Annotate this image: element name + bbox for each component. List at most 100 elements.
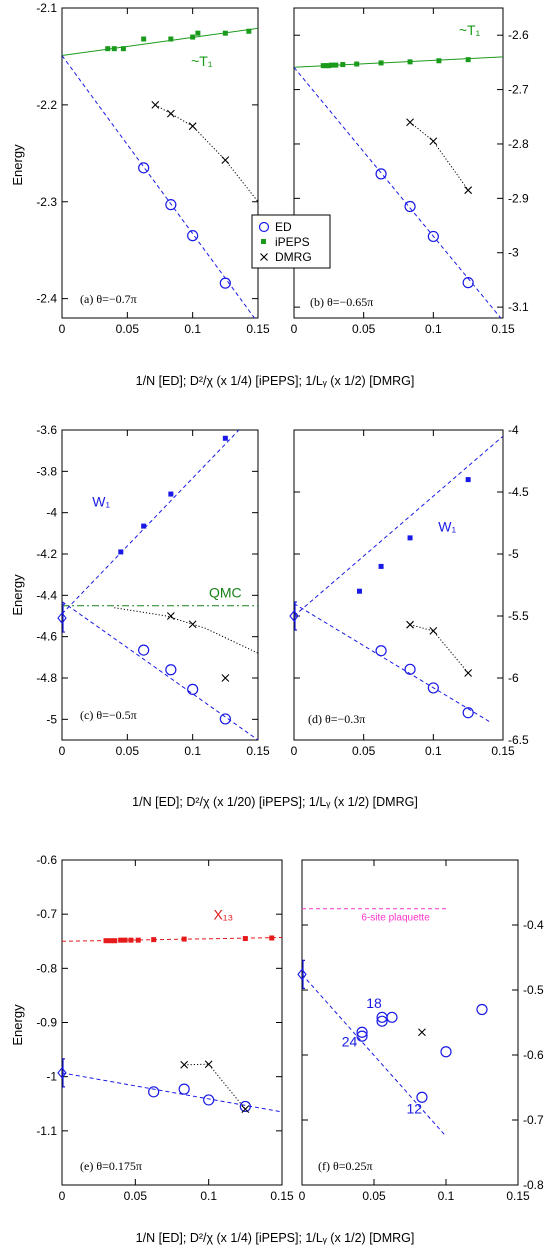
- data-point: [221, 674, 230, 682]
- y-axis-label-row-2: Energy: [10, 574, 25, 616]
- panel-label: (a) θ=−0.7π: [80, 292, 137, 306]
- x-tick-label: 0.05: [352, 744, 376, 758]
- y-tick-label: -5: [46, 712, 57, 726]
- y-tick-label: -0.6: [523, 1048, 544, 1062]
- annotation: QMC: [209, 584, 242, 600]
- data-point: [112, 938, 118, 944]
- data-point: [151, 100, 160, 109]
- annotation: X₁₃: [213, 907, 233, 923]
- data-point: [378, 563, 384, 569]
- data-point: [333, 62, 339, 68]
- x-tick-label: 0.15: [270, 1189, 294, 1203]
- fit-line: [155, 104, 258, 203]
- data-point: [418, 1028, 426, 1037]
- fit-line: [62, 55, 256, 318]
- y-tick-label: -0.6: [36, 853, 57, 867]
- y-tick-label: -1: [46, 1070, 57, 1084]
- data-point: [187, 230, 199, 242]
- x-tick-label: 0.1: [425, 744, 442, 758]
- x-tick-label: 0.1: [184, 744, 201, 758]
- data-point: [118, 937, 124, 943]
- x-tick-label: 0.05: [352, 322, 376, 336]
- data-point: [187, 683, 199, 695]
- data-point: [440, 1046, 452, 1058]
- data-point: [329, 62, 335, 68]
- data-point: [103, 938, 109, 944]
- data-point: [165, 199, 177, 211]
- y-tick-label: -0.5: [523, 983, 544, 997]
- data-point: [340, 62, 346, 68]
- series-ipeps: [103, 935, 275, 944]
- series-dmrg: [418, 1028, 426, 1037]
- data-point: [221, 156, 230, 164]
- x-tick-label: 0.05: [116, 744, 140, 758]
- data-point: [219, 277, 231, 289]
- legend-dmrg-label: DMRG: [275, 250, 312, 264]
- data-point: [57, 1066, 67, 1079]
- fit-lines: [294, 56, 503, 318]
- data-point: [465, 477, 471, 483]
- x-tick-label: 0.1: [438, 1189, 455, 1203]
- x-tick-label: 0.1: [184, 322, 201, 336]
- y-tick-label: -2.9: [508, 191, 529, 205]
- y-tick-label: -4: [508, 423, 519, 437]
- series-dmrg: [166, 612, 230, 682]
- y-tick-label: -4.4: [36, 588, 57, 602]
- data-point: [168, 36, 174, 42]
- panel-label: (d) θ=−0.3π: [308, 712, 365, 726]
- data-point: [222, 30, 228, 36]
- fit-line: [62, 1072, 282, 1113]
- y-tick-label: -6: [508, 671, 519, 685]
- data-point: [148, 1086, 160, 1098]
- annotation: ~T₁: [459, 22, 481, 38]
- fit-line: [294, 66, 502, 318]
- y-axis-label-row-1: Energy: [10, 144, 25, 186]
- y-tick-label: -2.3: [36, 195, 57, 209]
- x-tick-label: 0.15: [491, 744, 515, 758]
- legend-ipeps-marker: [261, 239, 266, 244]
- y-tick-label: -0.8: [523, 1178, 544, 1192]
- series-ipeps: [118, 435, 228, 555]
- data-point: [386, 1011, 398, 1023]
- series-ipeps: [105, 28, 252, 52]
- data-point: [464, 669, 473, 677]
- legend: ED iPEPS DMRG: [251, 214, 331, 269]
- data-point: [269, 935, 275, 941]
- y-tick-label: -3.8: [36, 464, 57, 478]
- chart-panels: 0 0.05 0.1 0.15 -2.4 -2.3 -2.2 -2.1 ~T₁ (a) θ=−0.…: [36, 1, 544, 1203]
- data-point: [376, 1015, 388, 1027]
- y-tick-label: -5: [508, 547, 519, 561]
- data-point: [57, 612, 67, 624]
- fit-lines: [294, 435, 503, 722]
- data-point: [407, 59, 413, 65]
- fit-lines: [62, 937, 282, 1113]
- y-tick-label: -2.1: [36, 1, 57, 15]
- series-dmrg: [406, 118, 473, 195]
- plot-frame: [293, 429, 504, 741]
- data-point: [476, 1003, 488, 1016]
- y-tick-label: -5.5: [508, 609, 529, 623]
- chart-panel-3: 0 0.05 0.1 0.15 -3.6 -3.8 -4 -4.2 -4.4 -4.6 -4.8 -5…: [36, 423, 270, 758]
- data-point: [190, 34, 196, 40]
- x-tick-label: 0.05: [124, 1189, 148, 1203]
- plot-frame: [61, 7, 259, 319]
- series-ed: [375, 645, 474, 719]
- error-bar: [294, 601, 297, 631]
- data-point: [427, 682, 439, 694]
- data-point: [464, 186, 473, 195]
- x-tick-label: 0.15: [246, 744, 270, 758]
- series-qmc: [57, 1058, 67, 1088]
- data-point: [120, 46, 126, 52]
- series-dmrg: [151, 100, 230, 164]
- fit-line: [62, 937, 282, 942]
- data-point: [242, 936, 248, 942]
- series-dmrg: [180, 1060, 250, 1114]
- data-point: [462, 277, 474, 289]
- annotation: W₁: [438, 519, 456, 535]
- y-tick-label: -6.5: [508, 733, 529, 747]
- panel-label: (e) θ=0.175π: [80, 1159, 142, 1173]
- series-ipeps: [320, 57, 471, 69]
- x-tick-label: 0.15: [246, 322, 270, 336]
- data-point: [105, 46, 111, 52]
